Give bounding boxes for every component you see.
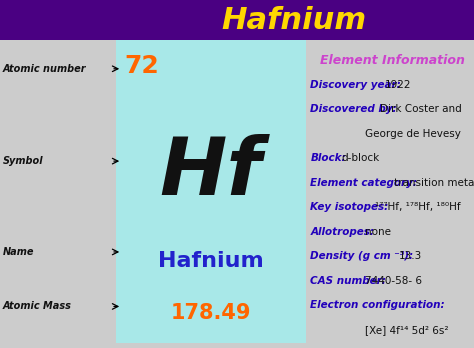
Text: 1922: 1922 bbox=[384, 80, 411, 90]
Text: Element category:: Element category: bbox=[310, 178, 418, 188]
Text: Name: Name bbox=[3, 247, 35, 257]
Text: CAS number:: CAS number: bbox=[310, 276, 386, 286]
Text: transition metal: transition metal bbox=[394, 178, 474, 188]
Text: Discovery year:: Discovery year: bbox=[310, 80, 401, 90]
Text: 7440-58- 6: 7440-58- 6 bbox=[365, 276, 422, 286]
Text: Hafnium: Hafnium bbox=[221, 6, 366, 34]
Text: 72: 72 bbox=[124, 54, 159, 78]
Text: Block:: Block: bbox=[310, 153, 346, 164]
Text: 13.3: 13.3 bbox=[399, 252, 422, 261]
Text: Atomic Mass: Atomic Mass bbox=[3, 301, 72, 311]
Text: Element Information: Element Information bbox=[320, 54, 465, 67]
Text: Symbol: Symbol bbox=[3, 156, 44, 166]
Text: Electron configuration:: Electron configuration: bbox=[310, 300, 445, 310]
Text: Discovered by:: Discovered by: bbox=[310, 104, 397, 114]
Text: Density (g cm ⁻³):: Density (g cm ⁻³): bbox=[310, 252, 414, 261]
Text: Atomic number: Atomic number bbox=[3, 64, 86, 74]
Bar bbox=[116, 40, 306, 343]
Text: 178.49: 178.49 bbox=[171, 302, 251, 323]
Text: none: none bbox=[365, 227, 391, 237]
Text: Dirk Coster and: Dirk Coster and bbox=[380, 104, 461, 114]
Bar bbox=[0, 0, 474, 40]
Text: George de Hevesy: George de Hevesy bbox=[365, 129, 461, 139]
Text: Hafnium: Hafnium bbox=[158, 251, 264, 271]
Text: ¹⁷⁷Hf, ¹⁷⁸Hf, ¹⁸⁰Hf: ¹⁷⁷Hf, ¹⁷⁸Hf, ¹⁸⁰Hf bbox=[375, 203, 461, 212]
Text: d-block: d-block bbox=[341, 153, 380, 164]
Text: [Xe] 4f¹⁴ 5d² 6s²: [Xe] 4f¹⁴ 5d² 6s² bbox=[365, 325, 449, 335]
Text: Hf: Hf bbox=[160, 134, 262, 212]
Text: Allotropes:: Allotropes: bbox=[310, 227, 374, 237]
Text: Key isotopes:: Key isotopes: bbox=[310, 203, 389, 212]
